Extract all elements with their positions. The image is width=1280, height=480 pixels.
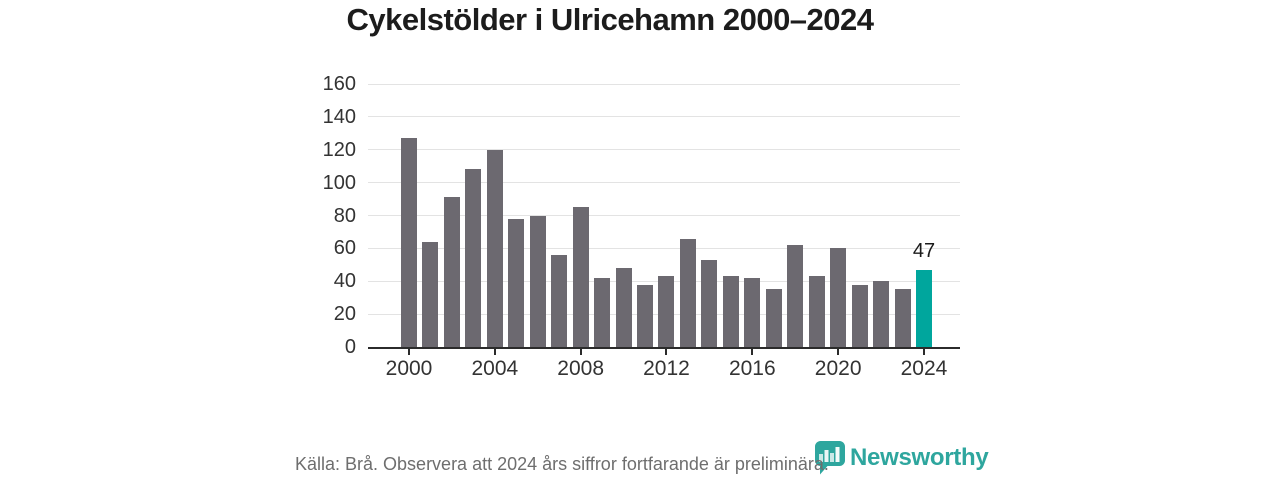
highlight-value-label: 47 bbox=[912, 239, 936, 262]
bar-2022 bbox=[873, 281, 890, 347]
bar-2006 bbox=[529, 215, 546, 347]
bar-2019 bbox=[808, 276, 825, 347]
x-tick-2020 bbox=[837, 348, 840, 355]
bar-2024 bbox=[915, 269, 932, 347]
y-tick-label-40: 40 bbox=[333, 270, 356, 293]
bar-2015 bbox=[722, 276, 739, 347]
x-tick-label-2008: 2008 bbox=[557, 357, 605, 380]
gridline-120 bbox=[368, 149, 960, 151]
bar-2018 bbox=[787, 245, 804, 347]
gridline-80 bbox=[368, 215, 960, 216]
bar-2013 bbox=[679, 238, 696, 347]
bar-2001 bbox=[422, 241, 439, 347]
y-tick-label-20: 20 bbox=[333, 303, 356, 326]
bar-2003 bbox=[465, 169, 482, 347]
x-axis-line bbox=[368, 346, 960, 349]
gridline-160 bbox=[368, 83, 960, 85]
x-tick-label-2024: 2024 bbox=[900, 357, 948, 380]
gridline-140 bbox=[368, 116, 960, 118]
bar-2020 bbox=[830, 248, 847, 347]
bar-2011 bbox=[637, 284, 654, 347]
x-tick-2016 bbox=[751, 348, 754, 355]
bar-2016 bbox=[744, 277, 761, 347]
x-tick-2024 bbox=[922, 348, 925, 355]
bar-2005 bbox=[508, 218, 525, 347]
y-tick-label-0: 0 bbox=[344, 336, 356, 358]
chart-title: Cykelstölder i Ulricehamn 2000–2024 bbox=[346, 2, 874, 37]
gridline-100 bbox=[368, 182, 960, 184]
bar-2010 bbox=[615, 268, 632, 347]
newsworthy-logo-icon bbox=[815, 441, 845, 475]
y-tick-label-160: 160 bbox=[322, 73, 356, 95]
x-tick-2000 bbox=[408, 348, 410, 355]
x-tick-2004 bbox=[493, 348, 496, 355]
bar-2023 bbox=[894, 289, 911, 347]
y-tick-label-120: 120 bbox=[322, 138, 356, 161]
bar-2004 bbox=[486, 149, 503, 347]
bar-2012 bbox=[658, 276, 675, 347]
plot-area: 47 bbox=[368, 83, 960, 349]
y-tick-label-60: 60 bbox=[333, 237, 356, 260]
bar-2021 bbox=[851, 284, 868, 347]
y-tick-label-140: 140 bbox=[322, 105, 356, 128]
x-tick-2008 bbox=[579, 348, 582, 355]
y-tick-label-100: 100 bbox=[322, 171, 356, 194]
bar-2000 bbox=[401, 138, 417, 347]
y-tick-label-80: 80 bbox=[333, 204, 356, 227]
bar-2002 bbox=[443, 197, 460, 347]
newsworthy-logo-text: Newsworthy bbox=[850, 444, 989, 471]
newsworthy-logo: Newsworthy bbox=[814, 440, 989, 476]
bar-2014 bbox=[701, 259, 718, 347]
x-tick-2012 bbox=[665, 348, 668, 355]
bar-2017 bbox=[765, 289, 782, 347]
source-note: Källa: Brå. Observera att 2024 års siffr… bbox=[295, 454, 829, 474]
x-tick-label-2012: 2012 bbox=[643, 357, 690, 380]
bar-2008 bbox=[572, 207, 589, 347]
x-tick-label-2016: 2016 bbox=[728, 357, 776, 380]
x-tick-label-2020: 2020 bbox=[814, 357, 862, 380]
bar-2007 bbox=[551, 254, 568, 347]
bar-2009 bbox=[594, 277, 611, 347]
x-tick-label-2000: 2000 bbox=[385, 357, 433, 380]
gridline-60 bbox=[368, 247, 960, 249]
x-tick-label-2004: 2004 bbox=[471, 357, 519, 380]
